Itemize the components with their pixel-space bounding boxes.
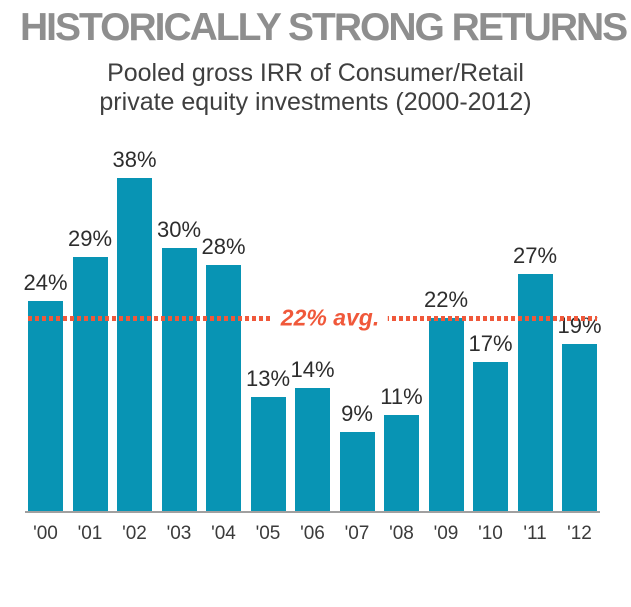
bar bbox=[72, 257, 108, 511]
bar-column: 24% bbox=[23, 270, 68, 511]
bar-column: 13% bbox=[246, 366, 290, 511]
x-axis-tick-label: '03 bbox=[166, 523, 192, 544]
x-axis-tick-label: '12 bbox=[567, 523, 592, 544]
bar-column: 17% bbox=[468, 331, 513, 511]
bar-chart: 24% 29% 38% 30% 28% 13% 14% 9% 11% 22% 17% 27% 19% 2… bbox=[23, 140, 602, 544]
x-axis-tick-label: '00 bbox=[33, 523, 58, 544]
bar-value-label: 28% bbox=[201, 234, 246, 259]
bar bbox=[473, 362, 508, 511]
x-axis-tick-label: '07 bbox=[344, 523, 370, 544]
bar bbox=[562, 344, 597, 511]
x-axis-tick-label: '04 bbox=[211, 523, 236, 544]
chart-subtitle-line-1: Pooled gross IRR of Consumer/Retail bbox=[107, 59, 524, 87]
bar bbox=[428, 318, 464, 511]
bar-column: 9% bbox=[339, 401, 375, 511]
bar-value-label: 14% bbox=[290, 357, 335, 382]
bar-column: 11% bbox=[380, 384, 423, 511]
bars-container: 24% 29% 38% 30% 28% 13% 14% 9% 11% 22% 17% 27% 19% bbox=[23, 140, 602, 511]
x-axis-tick-label: '10 bbox=[478, 523, 503, 544]
bar bbox=[28, 301, 63, 511]
x-axis-line bbox=[25, 511, 600, 513]
bar bbox=[517, 274, 553, 511]
x-axis-tick-label: '09 bbox=[433, 523, 459, 544]
x-axis-tick-label: '05 bbox=[255, 523, 281, 544]
chart-subtitle-line-2: private equity investments (2000-2012) bbox=[99, 88, 532, 116]
bar-value-label: 22% bbox=[423, 287, 469, 312]
bar bbox=[295, 388, 330, 511]
bar-column: 38% bbox=[112, 147, 157, 511]
bar-value-label: 27% bbox=[512, 243, 558, 268]
bar-column: 29% bbox=[68, 226, 112, 511]
x-axis-tick-label: '11 bbox=[523, 523, 547, 544]
x-axis-tick-label: '08 bbox=[389, 523, 414, 544]
x-axis-labels: '00 '01 '02 '03 '04 '05 '06 '07 '08 '09 '10 '11 '12 bbox=[28, 523, 597, 545]
chart-subtitle: Pooled gross IRR of Consumer/Retail priv… bbox=[0, 59, 631, 117]
bar-value-label: 38% bbox=[112, 147, 157, 172]
bar-column: 22% bbox=[424, 287, 468, 511]
bar-value-label: 13% bbox=[245, 366, 291, 391]
bar-column: 14% bbox=[290, 357, 335, 511]
average-line-label: 22% avg. bbox=[271, 304, 389, 332]
bar bbox=[161, 248, 197, 511]
bar bbox=[117, 178, 152, 511]
bar-value-label: 9% bbox=[341, 401, 373, 426]
x-axis-tick-label: '02 bbox=[122, 523, 147, 544]
bar bbox=[339, 432, 375, 511]
bar-column: 30% bbox=[157, 217, 201, 511]
bar-value-label: 11% bbox=[380, 384, 423, 409]
x-axis-tick-label: '01 bbox=[77, 523, 103, 544]
bar-value-label: 17% bbox=[468, 331, 513, 356]
bar-column: 19% bbox=[557, 313, 602, 511]
bar-value-label: 24% bbox=[23, 270, 68, 295]
bar-value-label: 29% bbox=[67, 226, 113, 251]
page-title: HISTORICALLY STRONG RETURNS bbox=[20, 6, 628, 49]
bar-value-label: 30% bbox=[156, 217, 202, 242]
x-axis-tick-label: '06 bbox=[300, 523, 325, 544]
bar bbox=[384, 415, 419, 511]
bar bbox=[250, 397, 286, 511]
bar-column: 27% bbox=[513, 243, 557, 511]
bar bbox=[206, 265, 241, 511]
bar-column: 28% bbox=[201, 234, 246, 511]
